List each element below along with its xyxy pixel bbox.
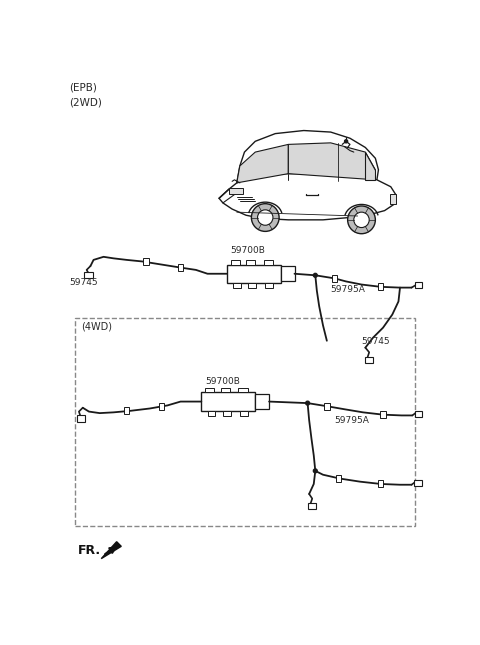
Bar (390, 194, 396, 204)
Bar (336, 475, 341, 482)
Circle shape (354, 212, 369, 228)
Bar (415, 283, 422, 288)
Circle shape (348, 206, 375, 233)
Bar (378, 481, 384, 488)
Bar (324, 402, 330, 410)
Polygon shape (237, 144, 288, 183)
Bar (229, 188, 243, 194)
Text: 59795A: 59795A (331, 284, 366, 293)
Bar (414, 480, 421, 486)
Bar (246, 260, 255, 264)
Bar (233, 283, 240, 288)
Bar (264, 260, 273, 264)
Bar (415, 411, 422, 417)
Circle shape (258, 210, 273, 225)
Bar (255, 394, 269, 410)
Bar (240, 411, 248, 416)
Bar (124, 408, 129, 414)
Circle shape (306, 401, 310, 405)
Text: (4WD): (4WD) (81, 321, 112, 331)
Bar (308, 503, 316, 510)
Bar (221, 388, 230, 392)
Bar (84, 272, 93, 279)
Polygon shape (288, 143, 375, 180)
Polygon shape (219, 174, 396, 220)
Polygon shape (237, 130, 378, 183)
Bar (207, 411, 215, 416)
Text: (EPB)
(2WD): (EPB) (2WD) (69, 83, 102, 108)
Bar (380, 412, 386, 418)
Bar (281, 266, 295, 281)
Bar (223, 411, 230, 416)
Bar (201, 392, 255, 411)
Bar (77, 415, 85, 422)
Circle shape (313, 273, 317, 277)
Circle shape (313, 469, 317, 473)
Bar (265, 283, 273, 288)
Bar (158, 402, 164, 410)
Text: 59700B: 59700B (205, 377, 240, 386)
Text: 59795A: 59795A (335, 415, 370, 424)
Bar (365, 357, 373, 363)
Bar (178, 264, 183, 271)
Bar (332, 275, 337, 282)
Text: 59745: 59745 (361, 337, 390, 346)
Bar (248, 283, 256, 288)
Bar (75, 319, 415, 526)
Circle shape (345, 140, 348, 143)
Bar (238, 388, 248, 392)
Bar (230, 260, 240, 264)
Text: 59745: 59745 (69, 279, 97, 288)
Bar (143, 258, 149, 265)
Text: 59700B: 59700B (230, 246, 265, 255)
Bar (378, 283, 384, 290)
Polygon shape (101, 542, 121, 559)
Text: FR.: FR. (78, 544, 101, 557)
Bar (227, 264, 281, 283)
Bar (205, 388, 215, 392)
Circle shape (252, 204, 279, 232)
Polygon shape (365, 152, 375, 180)
